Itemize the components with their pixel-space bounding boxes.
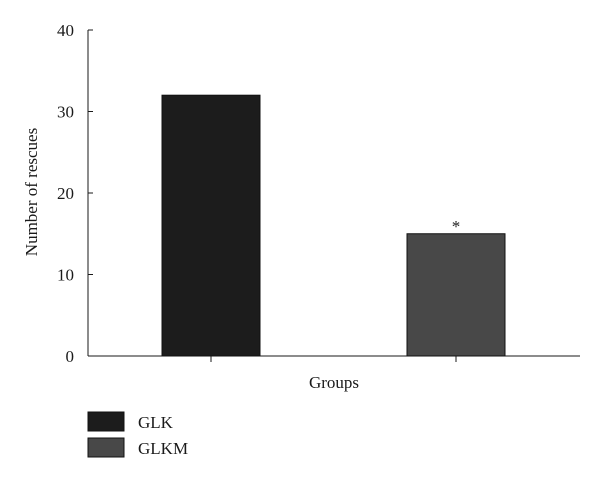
legend-label-glk: GLK	[138, 413, 174, 432]
legend-swatch-glkm	[87, 437, 125, 458]
x-axis-label: Groups	[309, 373, 359, 392]
legend-label-glkm: GLKM	[138, 439, 188, 458]
legend-swatch-glk	[87, 411, 125, 432]
y-axis: 0 10 20 30 40	[57, 21, 93, 366]
significance-marker: *	[452, 217, 461, 236]
annotations: *	[452, 217, 461, 236]
y-tick-label: 20	[57, 184, 74, 203]
legend: GLK GLKM	[87, 411, 188, 458]
y-tick-label: 30	[57, 103, 74, 122]
y-tick-label: 40	[57, 21, 74, 40]
bar-glk	[161, 94, 261, 357]
x-axis	[88, 355, 580, 362]
bars	[161, 94, 506, 357]
bar-glkm	[406, 233, 506, 357]
y-tick-label: 10	[57, 266, 74, 285]
y-axis-label: Number of rescues	[22, 128, 41, 256]
y-tick-label: 0	[66, 347, 75, 366]
